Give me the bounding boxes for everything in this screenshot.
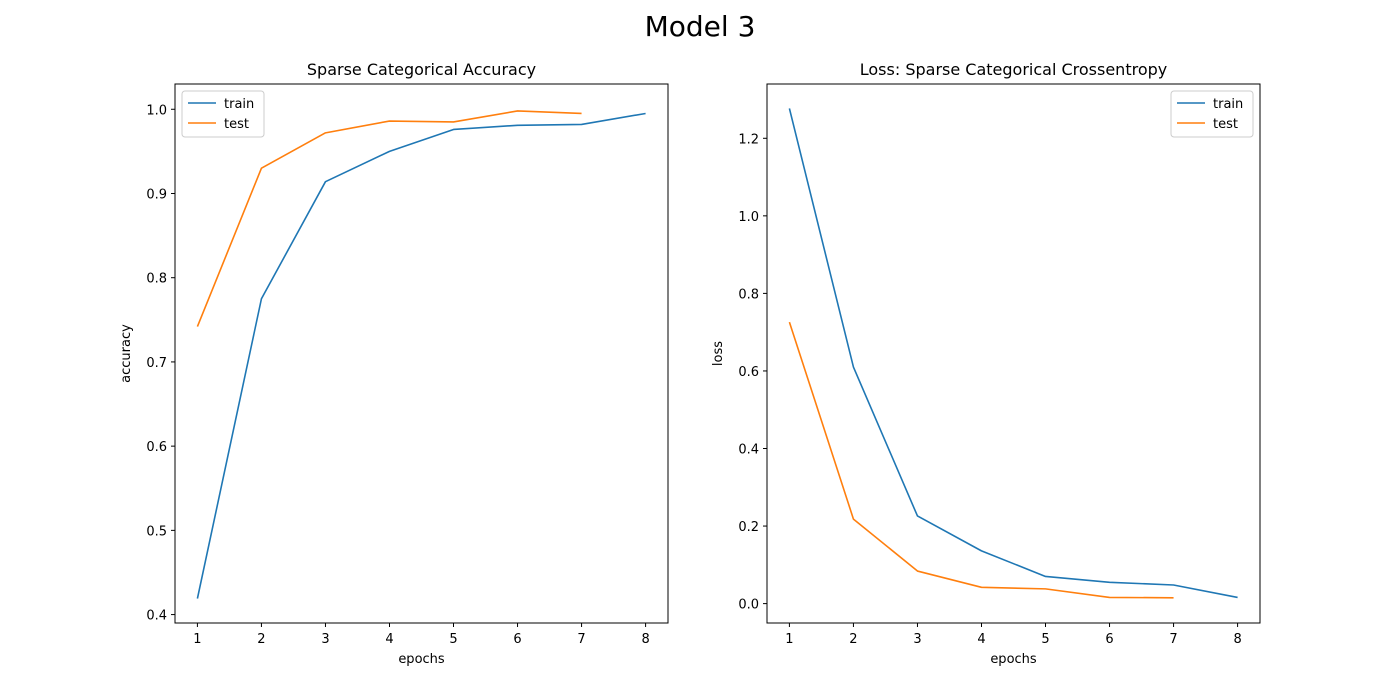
x-tick-label: 3 [913, 632, 921, 647]
y-axis-label: loss [711, 341, 726, 366]
x-tick-label: 6 [513, 632, 521, 647]
x-tick-label: 2 [849, 632, 857, 647]
x-tick-label: 8 [641, 632, 649, 647]
y-tick-label: 0.8 [738, 287, 759, 302]
y-tick-label: 0.4 [146, 609, 167, 624]
series-line-train [788, 108, 1238, 599]
y-tick-label: 0.7 [146, 356, 167, 371]
y-tick-label: 1.2 [738, 132, 759, 147]
series-line-test [196, 110, 582, 327]
y-tick-label: 0.9 [146, 187, 167, 202]
y-tick-label: 0.6 [738, 365, 759, 380]
x-tick-label: 1 [193, 632, 201, 647]
series-line-train [196, 112, 646, 599]
x-tick-label: 5 [449, 632, 457, 647]
x-tick-label: 6 [1105, 632, 1113, 647]
legend-label: test [224, 117, 249, 132]
legend-label: test [1213, 117, 1238, 132]
y-tick-label: 0.2 [738, 520, 759, 535]
x-tick-label: 5 [1041, 632, 1049, 647]
x-tick-label: 7 [577, 632, 585, 647]
x-tick-label: 4 [385, 632, 393, 647]
series-line-test [788, 321, 1174, 599]
legend-label: train [224, 97, 254, 112]
y-tick-label: 0.5 [146, 524, 167, 539]
plot-frame [766, 83, 1261, 624]
x-axis-label: epochs [398, 652, 445, 667]
chart-title: Sparse Categorical Accuracy [307, 60, 536, 79]
plot-frame [174, 83, 669, 624]
x-tick-label: 4 [977, 632, 985, 647]
loss-chart: Loss: Sparse Categorical Crossentropy 1 2 3… [711, 60, 1261, 667]
y-tick-label: 1.0 [738, 210, 759, 225]
y-tick-label: 1.0 [146, 103, 167, 118]
x-axis-label: epochs [990, 652, 1037, 667]
x-tick-label: 1 [785, 632, 793, 647]
x-tick-label: 7 [1169, 632, 1177, 647]
y-tick-label: 0.8 [146, 272, 167, 287]
figure-title: Model 3 [645, 10, 756, 43]
x-tick-label: 8 [1233, 632, 1241, 647]
y-axis-label: accuracy [119, 324, 134, 383]
legend: train test [181, 90, 265, 138]
legend: train test [1170, 90, 1254, 138]
chart-title: Loss: Sparse Categorical Crossentropy [860, 60, 1167, 79]
legend-label: train [1213, 97, 1243, 112]
x-tick-label: 2 [257, 632, 265, 647]
y-tick-label: 0.0 [738, 598, 759, 613]
y-tick-label: 0.6 [146, 440, 167, 455]
x-tick-label: 3 [321, 632, 329, 647]
accuracy-chart: Sparse Categorical Accuracy 1 2 3 4 5 6 7 8 0.4 0.… [119, 60, 669, 667]
y-tick-label: 0.4 [738, 443, 759, 458]
